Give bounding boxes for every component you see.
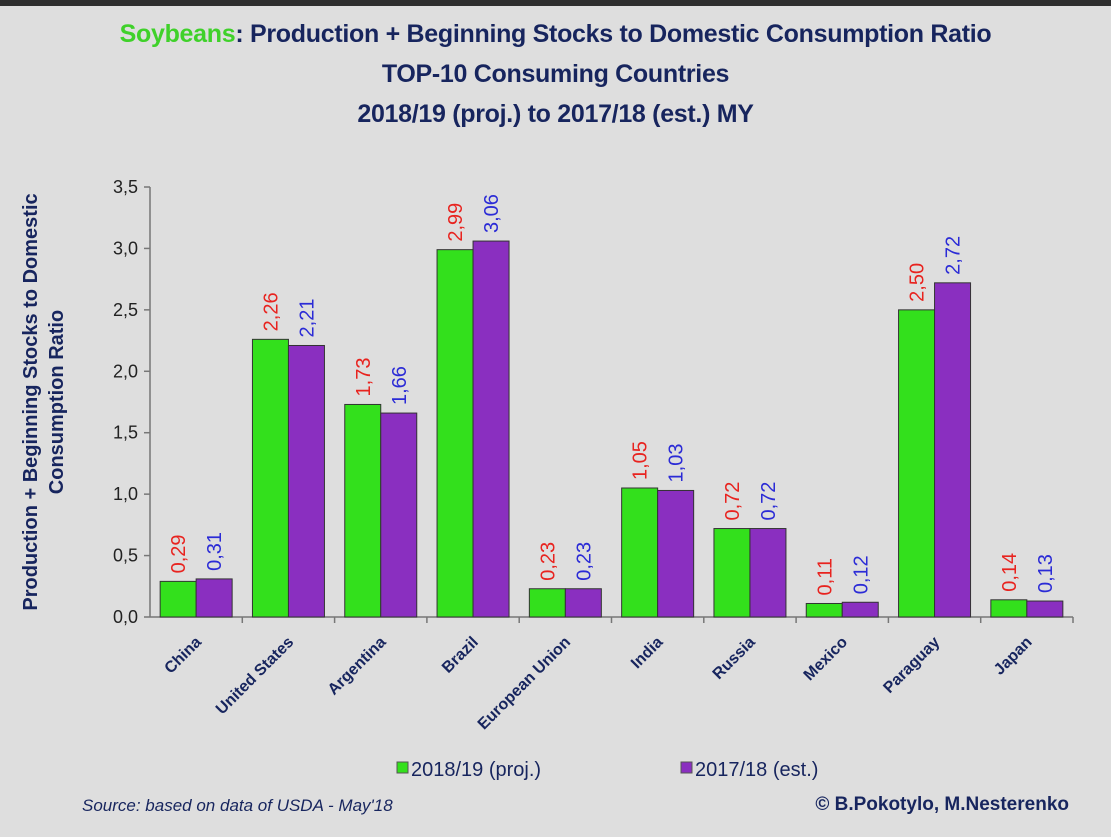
x-tick-label: Paraguay	[880, 634, 943, 697]
data-label: 1,05	[630, 441, 652, 480]
source-note: Source: based on data of USDA - May'18	[82, 796, 393, 815]
x-tick-label: India	[628, 634, 666, 672]
bar-2017-18	[934, 282, 972, 618]
y-tick-label: 0,0	[113, 607, 138, 627]
chart-title: Soybeans: Production + Beginning Stocks …	[0, 20, 1111, 49]
x-tick-label: Mexico	[801, 634, 852, 685]
x-tick-label: Russia	[710, 634, 759, 683]
bar-2017-18	[749, 528, 787, 618]
bar-2017-18	[472, 240, 510, 618]
title-highlight: Soybeans	[119, 20, 236, 48]
bar-2018-19	[621, 487, 659, 618]
data-label: 0,12	[850, 555, 872, 594]
bar-2018-19	[805, 602, 843, 618]
y-tick-label: 2,5	[113, 300, 138, 320]
data-label: 2,72	[943, 236, 965, 275]
bar-2017-18	[657, 489, 695, 618]
data-label: 0,72	[758, 482, 780, 521]
data-label: 0,14	[999, 553, 1021, 592]
top-bar	[0, 0, 1111, 6]
chart-subtitle: TOP-10 Consuming Countries	[381, 60, 730, 88]
bar-2017-18	[1026, 600, 1064, 618]
data-label: 3,06	[481, 194, 503, 233]
data-label: 0,11	[814, 558, 836, 595]
legend-swatch	[680, 761, 693, 774]
data-label: 2,50	[907, 263, 929, 302]
copyright: © B.Pokotylo, M.Nesterenko	[815, 794, 1069, 815]
data-label: 2,26	[260, 292, 282, 331]
x-tick-label: China	[162, 634, 206, 678]
data-label: 1,66	[389, 366, 411, 405]
data-label: 0,31	[204, 532, 226, 571]
bar-2017-18	[841, 601, 879, 618]
bar-2017-18	[195, 578, 233, 618]
legend-label: 2017/18 (est.)	[695, 759, 818, 781]
x-tick-label: United States	[213, 634, 297, 718]
bar-2018-19	[990, 599, 1028, 618]
data-label: 0,13	[1035, 554, 1057, 593]
bar-2018-19	[528, 588, 566, 618]
data-label: 0,29	[168, 534, 190, 573]
x-tick-label: European Union	[475, 634, 574, 733]
y-tick-label: 3,5	[113, 177, 138, 197]
y-tick-label: 3,0	[113, 238, 138, 258]
y-tick-label: 1,0	[113, 484, 138, 504]
bar-2018-19	[159, 580, 197, 618]
bar-2018-19	[713, 528, 751, 618]
data-label: 0,72	[722, 482, 744, 521]
x-tick-label: Japan	[991, 634, 1036, 679]
y-axis-label: Production + Beginning Stocks to Domesti…	[20, 193, 68, 610]
bar-2018-19	[344, 403, 382, 618]
bar-2018-19	[898, 309, 936, 618]
y-tick-label: 1,5	[113, 423, 138, 443]
chart-subtitle-2: 2018/19 (proj.) to 2017/18 (est.) MY	[357, 100, 754, 128]
data-label: 2,99	[445, 203, 467, 242]
bar-2017-18	[564, 588, 602, 618]
legend-label: 2018/19 (proj.)	[411, 759, 541, 781]
legend-swatch	[396, 761, 409, 774]
x-tick-label: Argentina	[325, 634, 390, 699]
x-tick-label: Brazil	[439, 634, 482, 677]
y-tick-label: 2,0	[113, 361, 138, 381]
title-text: : Production + Beginning Stocks to Domes…	[235, 20, 992, 48]
data-label: 0,23	[537, 542, 559, 581]
bar-2018-19	[251, 338, 289, 618]
data-label: 0,23	[573, 542, 595, 581]
y-tick-label: 0,5	[113, 546, 138, 566]
data-label: 1,03	[666, 444, 688, 483]
data-label: 2,21	[296, 299, 318, 338]
bar-2017-18	[380, 412, 418, 618]
data-label: 1,73	[353, 358, 375, 397]
bar-2018-19	[436, 249, 474, 618]
bar-2017-18	[287, 344, 325, 618]
